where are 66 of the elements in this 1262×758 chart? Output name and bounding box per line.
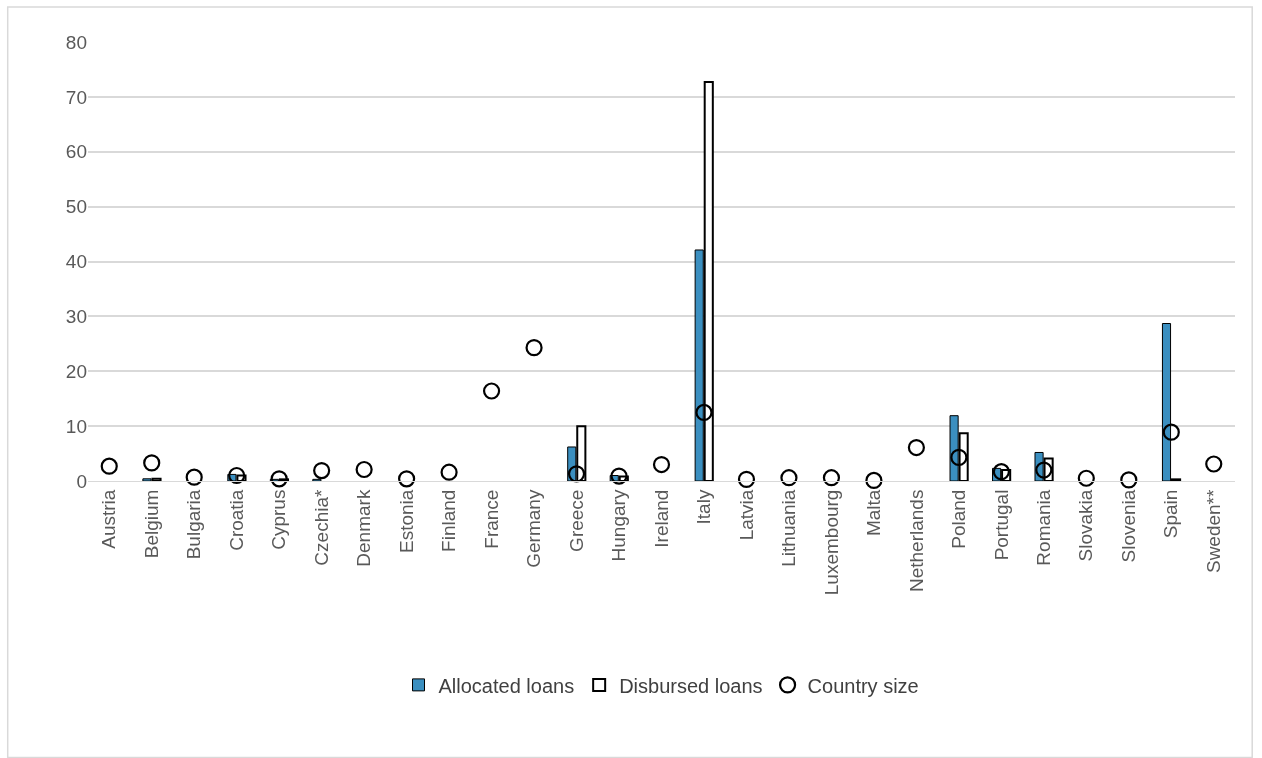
- point: [398, 470, 416, 488]
- x-tick-label: Hungary: [608, 489, 630, 562]
- point: [482, 382, 501, 400]
- x-tick-label: Ireland: [650, 489, 672, 548]
- point: [270, 470, 288, 488]
- x-tick-label: Czechia*: [310, 489, 332, 566]
- y-tick-label: 30: [65, 306, 87, 328]
- point: [1035, 461, 1053, 479]
- point: [992, 463, 1010, 481]
- point: [865, 471, 883, 490]
- y-tick-label: 80: [65, 31, 87, 53]
- x-tick-label: France: [480, 489, 502, 549]
- x-tick-label: Cyprus: [268, 489, 290, 550]
- point: [822, 469, 841, 487]
- x-tick-label: Austria: [98, 489, 120, 549]
- x-tick-label: Italy: [693, 489, 715, 525]
- x-tick-label: Greece: [565, 489, 587, 552]
- point: [780, 469, 798, 487]
- y-tick-label: 70: [65, 86, 87, 108]
- y-tick-label: 60: [65, 141, 87, 163]
- point: [1120, 471, 1138, 489]
- point: [100, 457, 118, 475]
- x-tick-label: Malta: [863, 489, 885, 537]
- x-tick-label: Lithuania: [778, 489, 800, 567]
- x-tick-label: Netherlands: [905, 489, 927, 593]
- y-tick-label: 10: [65, 415, 87, 437]
- x-tick-label: Germany: [523, 489, 545, 568]
- x-tick-label: Poland: [948, 489, 970, 549]
- point: [907, 438, 925, 457]
- point: [652, 455, 671, 474]
- point: [1162, 423, 1180, 441]
- point: [228, 466, 246, 485]
- point: [143, 454, 161, 472]
- x-tick-label: Spain: [1160, 489, 1182, 539]
- x-tick-label: Bulgaria: [183, 489, 205, 560]
- legend-label: Country size: [807, 674, 919, 697]
- x-tick-label: Finland: [438, 489, 460, 552]
- point: [525, 339, 543, 357]
- x-tick-label: Romania: [1033, 489, 1055, 566]
- y-tick-label: 20: [65, 360, 87, 382]
- point: [185, 468, 203, 486]
- x-tick-label: Slovenia: [1117, 489, 1139, 563]
- point: [355, 460, 373, 479]
- x-tick-label: Denmark: [353, 489, 375, 567]
- point: [567, 465, 586, 483]
- point: [440, 463, 458, 481]
- point: [610, 467, 628, 485]
- point: [737, 470, 756, 488]
- x-tick-label: Portugal: [990, 489, 1012, 561]
- y-tick-label: 40: [65, 251, 87, 273]
- point: [1205, 455, 1223, 473]
- x-tick-label: Belgium: [140, 489, 162, 559]
- point: [313, 461, 331, 480]
- x-tick-label: Sweden**: [1202, 489, 1224, 574]
- x-tick-label: Croatia: [225, 489, 247, 551]
- x-tick-label: Slovakia: [1075, 489, 1097, 562]
- x-tick-label: Luxembourg: [820, 489, 842, 596]
- point: [950, 448, 968, 466]
- y-tick-label: 50: [65, 196, 87, 218]
- point: [695, 403, 713, 421]
- legend-label: Allocated loans: [438, 674, 575, 697]
- y-tick-label: 0: [76, 470, 87, 492]
- legend-label: Disbursed loans: [619, 674, 763, 697]
- x-tick-label: Latvia: [735, 489, 757, 541]
- x-tick-label: Estonia: [395, 489, 417, 553]
- point: [1077, 469, 1095, 487]
